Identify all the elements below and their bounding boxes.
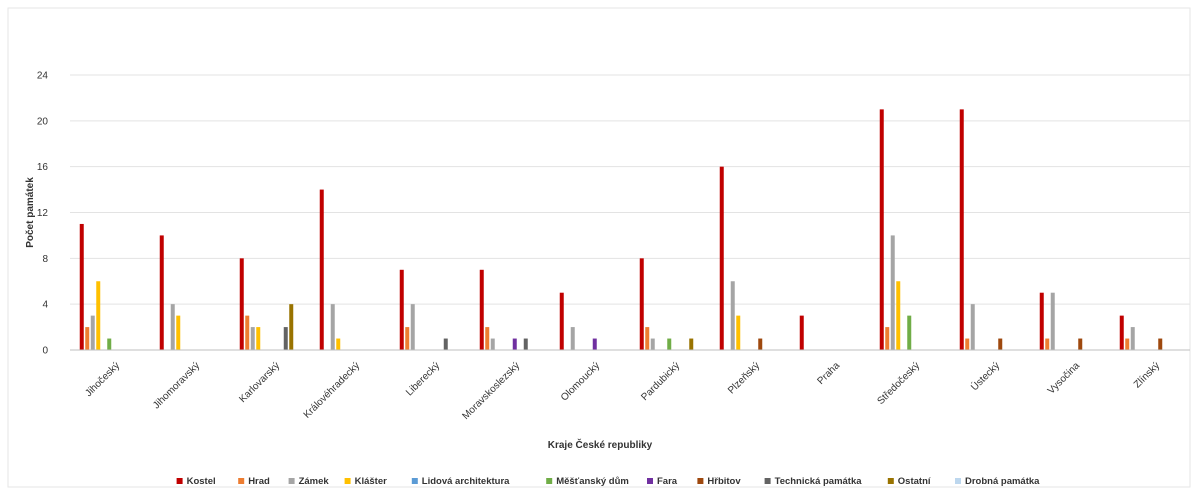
bar-hřbitov xyxy=(998,338,1003,350)
x-axis-title: Kraje České republiky xyxy=(548,438,653,451)
legend-label: Drobná památka xyxy=(965,476,1040,487)
bar-ostatní xyxy=(289,304,294,350)
y-tick-label: 8 xyxy=(42,254,48,265)
bar-klášter xyxy=(256,327,261,350)
chart-frame xyxy=(7,7,1191,488)
legend-label: Fara xyxy=(657,476,678,487)
y-axis-title: Počet památek xyxy=(25,177,36,248)
bar-hrad xyxy=(885,327,890,350)
legend-swatch xyxy=(546,478,553,484)
bar-kostel xyxy=(959,109,964,350)
y-tick-label: 0 xyxy=(42,346,48,357)
bar-zámek xyxy=(1050,292,1055,350)
bar-technická-památka xyxy=(283,327,288,350)
bar-marks xyxy=(79,109,1163,350)
y-axis-ticks: 0 4 8 12 16 20 24 xyxy=(37,71,49,357)
bar-hřbitov xyxy=(1158,338,1163,350)
bar-kostel xyxy=(559,292,564,350)
bar-kostel xyxy=(1039,292,1044,350)
y-tick-label: 12 xyxy=(37,208,49,219)
bar-kostel xyxy=(1119,315,1124,350)
bar-hrad xyxy=(405,327,410,350)
legend-swatch xyxy=(955,478,961,484)
bar-zámek xyxy=(90,315,95,350)
bar-zámek xyxy=(970,304,975,350)
bar-fara xyxy=(592,338,597,350)
gridlines xyxy=(70,74,1190,305)
bar-zámek xyxy=(410,304,415,350)
bar-zámek xyxy=(730,281,735,350)
legend-label: Kostel xyxy=(187,476,216,487)
legend-swatch xyxy=(647,478,653,484)
bar-měšťanský-dům xyxy=(107,338,112,350)
legend-label: Hrad xyxy=(248,476,270,487)
legend-label: Klášter xyxy=(355,476,388,487)
bar-klášter xyxy=(176,315,181,350)
legend-swatch xyxy=(411,478,418,484)
bar-ostatní xyxy=(689,338,694,350)
bar-klášter xyxy=(736,315,741,350)
bar-kostel xyxy=(479,269,484,350)
legend-label: Zámek xyxy=(299,476,330,487)
bar-zámek xyxy=(170,304,175,350)
bar-kostel xyxy=(639,258,644,350)
legend-swatch xyxy=(764,478,771,484)
legend-swatch xyxy=(176,478,183,484)
bar-kostel xyxy=(159,235,164,350)
bar-měšťanský-dům xyxy=(907,315,912,350)
bar-kostel xyxy=(879,109,884,350)
bar-měšťanský-dům xyxy=(667,338,672,350)
legend-swatch xyxy=(697,478,704,484)
legend-swatch xyxy=(344,478,351,484)
bar-kostel xyxy=(399,269,404,350)
bar-zámek xyxy=(250,327,255,350)
bar-kostel xyxy=(799,315,804,350)
bar-technická-památka xyxy=(443,338,448,350)
bar-kostel xyxy=(719,166,724,350)
bar-klášter xyxy=(336,338,341,350)
legend-label: Měšťanský dům xyxy=(556,476,629,487)
bar-technická-památka xyxy=(523,338,528,350)
bar-zámek xyxy=(330,304,335,350)
y-tick-label: 24 xyxy=(37,71,49,82)
bar-klášter xyxy=(896,281,901,350)
legend-swatch xyxy=(238,478,245,484)
bar-zámek xyxy=(490,338,495,350)
legend-label: Lidová architektura xyxy=(422,476,510,487)
bar-hrad xyxy=(245,315,250,350)
bar-kostel xyxy=(79,223,84,350)
bar-kostel xyxy=(239,258,244,350)
bar-hrad xyxy=(965,338,970,350)
bar-hrad xyxy=(1045,338,1050,350)
bar-zámek xyxy=(1130,327,1135,350)
bar-zámek xyxy=(890,235,895,350)
bar-klášter xyxy=(96,281,101,350)
bar-hrad xyxy=(1125,338,1130,350)
bar-hrad xyxy=(85,327,90,350)
bar-zámek xyxy=(570,327,575,350)
y-tick-label: 20 xyxy=(37,116,49,127)
legend-swatch xyxy=(288,478,295,484)
y-tick-label: 4 xyxy=(42,300,48,311)
legend-label: Ostatní xyxy=(898,476,931,487)
bar-zámek xyxy=(650,338,655,350)
bar-fara xyxy=(512,338,517,350)
legend-swatch xyxy=(887,478,894,484)
legend-label: Technická památka xyxy=(775,476,863,487)
bar-kostel xyxy=(319,189,324,350)
bar-hrad xyxy=(645,327,650,350)
legend-label: Hřbitov xyxy=(707,476,741,487)
y-tick-label: 16 xyxy=(37,162,49,173)
bar-hřbitov xyxy=(758,338,763,350)
bar-hrad xyxy=(485,327,490,350)
bar-hřbitov xyxy=(1078,338,1083,350)
legend: Kostel Hrad Zámek Klášter Lidová architektur… xyxy=(176,476,1040,487)
